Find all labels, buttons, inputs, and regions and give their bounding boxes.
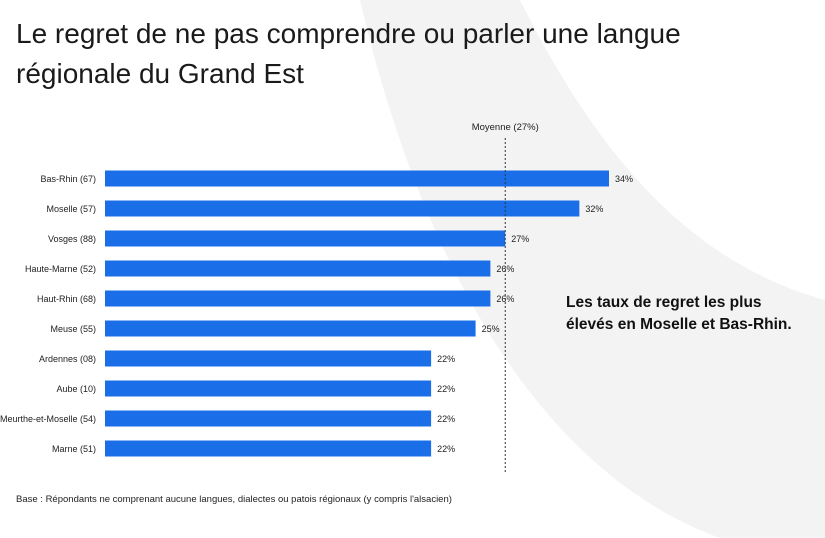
- callout-text: Les taux de regret les plus élevés en Mo…: [566, 292, 825, 336]
- category-label: Moselle (57): [46, 204, 96, 214]
- title-line-1: Le regret de ne pas comprendre ou parler…: [16, 18, 681, 49]
- average-reference-label: Moyenne (27%): [472, 122, 539, 133]
- bar: [105, 200, 580, 217]
- bar: [105, 170, 609, 187]
- bar: [105, 380, 432, 397]
- category-label: Aube (10): [56, 384, 96, 394]
- title-line-2: régionale du Grand Est: [16, 58, 304, 89]
- page-title: Le regret de ne pas comprendre ou parler…: [16, 14, 796, 94]
- value-label: 26%: [496, 264, 514, 274]
- category-label: Marne (51): [52, 444, 96, 454]
- bar: [105, 230, 506, 247]
- bar: [105, 350, 432, 367]
- category-label: Haute-Marne (52): [25, 264, 96, 274]
- base-footnote: Base : Répondants ne comprenant aucune l…: [16, 494, 452, 505]
- value-label: 25%: [482, 324, 500, 334]
- category-label: Meurthe-et-Moselle (54): [0, 414, 96, 424]
- bar: [105, 410, 432, 427]
- bar: [105, 440, 432, 457]
- category-label: Vosges (88): [48, 234, 96, 244]
- category-label: Haut-Rhin (68): [37, 294, 96, 304]
- category-label: Meuse (55): [50, 324, 96, 334]
- value-label: 22%: [437, 444, 455, 454]
- value-label: 32%: [585, 204, 603, 214]
- category-label: Ardennes (08): [39, 354, 96, 364]
- bar: [105, 260, 491, 277]
- value-label: 22%: [437, 354, 455, 364]
- value-label: 27%: [511, 234, 529, 244]
- bar: [105, 320, 476, 337]
- callout-line-2: élevés en Moselle et Bas-Rhin.: [566, 316, 792, 333]
- bar: [105, 290, 491, 307]
- callout-line-1: Les taux de regret les plus: [566, 294, 762, 311]
- value-label: 22%: [437, 414, 455, 424]
- value-label: 22%: [437, 384, 455, 394]
- value-label: 34%: [615, 174, 633, 184]
- category-label: Bas-Rhin (67): [40, 174, 96, 184]
